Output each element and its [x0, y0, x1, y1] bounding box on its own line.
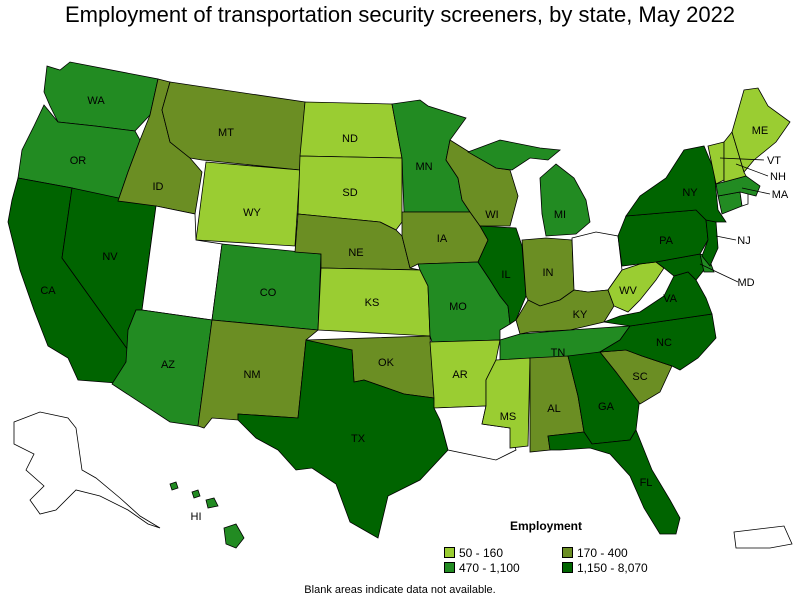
- label-NJ: NJ: [737, 235, 750, 247]
- label-MT: MT: [218, 127, 234, 139]
- state-IL[interactable]: [477, 225, 527, 325]
- label-MD: MD: [737, 277, 754, 289]
- legend-swatch-1: [444, 547, 455, 558]
- state-TX[interactable]: [237, 339, 449, 539]
- label-MO: MO: [449, 301, 467, 313]
- label-AR: AR: [452, 369, 467, 381]
- legend-label-1: 50 - 160: [459, 546, 504, 560]
- label-CO: CO: [260, 287, 277, 299]
- label-IA: IA: [437, 233, 448, 245]
- label-KS: KS: [365, 297, 380, 309]
- state-HI[interactable]: [169, 481, 245, 549]
- label-NV: NV: [102, 251, 118, 263]
- state-AK[interactable]: [13, 411, 161, 529]
- label-WI: WI: [485, 209, 498, 221]
- label-AZ: AZ: [161, 359, 175, 371]
- label-ND: ND: [342, 133, 358, 145]
- state-WY[interactable]: [195, 161, 301, 247]
- map-title: Employment of transportation security sc…: [64, 2, 736, 27]
- label-OR: OR: [70, 155, 87, 167]
- legend-label-3: 470 - 1,100: [459, 561, 520, 575]
- label-TN: TN: [551, 347, 566, 359]
- legend-swatch-2: [562, 547, 573, 558]
- state-NY[interactable]: [625, 145, 727, 223]
- state-ND[interactable]: [299, 101, 403, 159]
- label-VA: VA: [663, 293, 678, 305]
- label-MN: MN: [415, 161, 432, 173]
- state-FL[interactable]: [547, 429, 681, 535]
- label-WV: WV: [619, 285, 637, 297]
- state-labels: WA OR CA NV ID MT WY AZ CO NM ND SD NE K…: [40, 95, 789, 523]
- label-PA: PA: [659, 235, 674, 247]
- label-WY: WY: [243, 207, 261, 219]
- legend-label-2: 170 - 400: [577, 546, 628, 560]
- label-SC: SC: [632, 371, 647, 383]
- legend-item-1: 50 - 160: [444, 546, 503, 560]
- label-TX: TX: [351, 433, 366, 445]
- label-ID: ID: [153, 181, 164, 193]
- state-NE[interactable]: [294, 213, 421, 271]
- label-NH: NH: [770, 171, 786, 183]
- state-MI[interactable]: [467, 139, 591, 237]
- legend-item-2: 170 - 400: [562, 546, 628, 560]
- label-OK: OK: [378, 357, 395, 369]
- label-IN: IN: [543, 267, 554, 279]
- label-SD: SD: [342, 187, 357, 199]
- label-NY: NY: [682, 187, 698, 199]
- label-WA: WA: [87, 95, 105, 107]
- legend-item-4: 1,150 - 8,070: [562, 561, 648, 575]
- label-NE: NE: [348, 247, 363, 259]
- label-AL: AL: [547, 403, 560, 415]
- legend-swatch-3: [444, 562, 455, 573]
- label-IL: IL: [501, 269, 510, 281]
- label-leaders: [699, 157, 771, 283]
- legend-swatch-4: [562, 562, 573, 573]
- label-KY: KY: [573, 309, 588, 321]
- label-MI: MI: [554, 209, 566, 221]
- label-MA: MA: [772, 189, 789, 201]
- state-MS[interactable]: [481, 357, 531, 449]
- footnote: Blank areas indicate data not available.: [304, 584, 496, 596]
- state-NC[interactable]: [599, 313, 717, 371]
- label-NC: NC: [656, 337, 672, 349]
- label-MS: MS: [500, 411, 517, 423]
- legend-title: Employment: [510, 519, 583, 533]
- label-GA: GA: [598, 401, 615, 413]
- state-PR[interactable]: [733, 525, 793, 549]
- state-NH[interactable]: [723, 131, 747, 183]
- legend-item-3: 470 - 1,100: [444, 561, 520, 575]
- label-ME: ME: [752, 125, 769, 137]
- label-HI: HI: [191, 511, 202, 523]
- label-FL: FL: [640, 477, 653, 489]
- legend-label-4: 1,150 - 8,070: [577, 561, 648, 575]
- state-WV[interactable]: [607, 261, 665, 313]
- label-NM: NM: [243, 369, 260, 381]
- label-VT: VT: [767, 155, 781, 167]
- label-CA: CA: [40, 285, 56, 297]
